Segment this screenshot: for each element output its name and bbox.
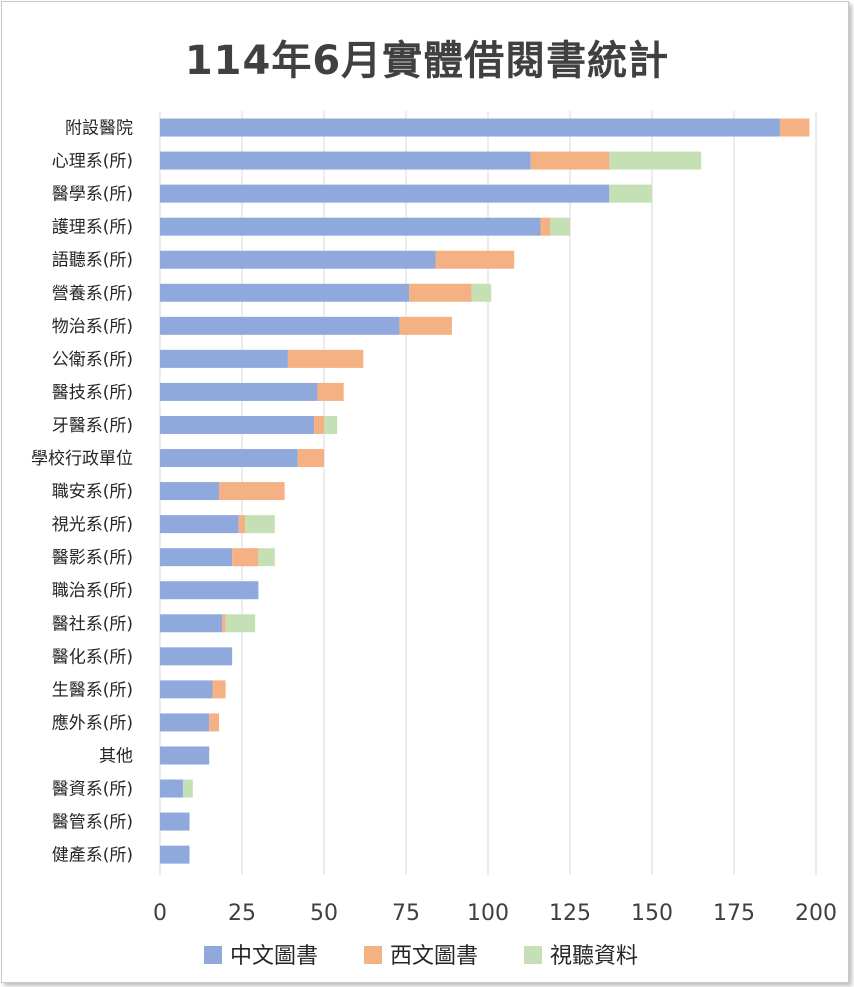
- legend-label: 西文圖書: [390, 944, 478, 969]
- bar-segment: [609, 151, 702, 170]
- bar-segment: [160, 548, 233, 567]
- category-label: 物治系(所): [52, 317, 133, 337]
- bar-segment: [314, 415, 324, 434]
- bar-segment: [209, 713, 220, 732]
- bar-segment: [160, 647, 233, 666]
- legend-swatch: [524, 946, 542, 964]
- bar-segment: [219, 482, 285, 501]
- category-label: 醫技系(所): [52, 383, 133, 403]
- category-label: 醫社系(所): [52, 614, 133, 634]
- bar-segment: [160, 118, 780, 137]
- bar-segment: [540, 217, 551, 236]
- bar-segment: [550, 217, 570, 236]
- x-tick-label: 50: [310, 901, 338, 926]
- bar-segment: [160, 250, 436, 269]
- category-label: 應外系(所): [52, 712, 133, 733]
- bar-segment: [160, 283, 410, 302]
- x-tick-label: 100: [467, 901, 509, 926]
- bar-segment: [160, 845, 190, 864]
- bar-segment: [160, 449, 298, 468]
- x-tick-label: 200: [795, 901, 837, 926]
- bar-segment: [160, 680, 213, 699]
- bar-segment: [530, 151, 610, 170]
- bar-segment: [297, 449, 324, 468]
- x-tick-label: 0: [153, 901, 167, 926]
- category-label: 牙醫系(所): [52, 416, 133, 436]
- bar-segment: [435, 250, 515, 269]
- bar-segment: [160, 812, 190, 831]
- bar-segment: [160, 349, 288, 368]
- bar-segment: [225, 614, 256, 633]
- bar-segment: [160, 151, 531, 170]
- bar-segment: [779, 118, 810, 137]
- category-label: 語聽系(所): [52, 251, 133, 271]
- bar-segment: [238, 515, 246, 534]
- bar-segment: [324, 415, 338, 434]
- category-label: 營養系(所): [52, 284, 133, 304]
- bar-segment: [160, 382, 318, 401]
- category-label: 護理系(所): [52, 218, 133, 238]
- bar-segment: [160, 614, 223, 633]
- bar-segment: [160, 515, 239, 534]
- bar-segment: [245, 515, 275, 534]
- bar-segment: [258, 548, 275, 567]
- chart-title: 114年6月實體借閱書統計: [184, 38, 670, 84]
- x-tick-label: 125: [549, 901, 591, 926]
- bar-segment: [212, 680, 226, 699]
- category-label: 醫管系(所): [52, 813, 133, 833]
- category-label: 附設醫院: [65, 119, 133, 139]
- bar-segment: [471, 283, 492, 302]
- legend-swatch: [364, 946, 382, 964]
- bar-segment: [287, 349, 364, 368]
- bar-segment: [160, 746, 210, 765]
- category-label: 視光系(所): [52, 515, 133, 535]
- x-tick-label: 25: [228, 901, 256, 926]
- category-label: 健產系(所): [52, 846, 133, 866]
- bar-segment: [160, 482, 220, 501]
- bar-segment: [409, 283, 472, 302]
- bar-segment: [399, 316, 452, 335]
- bar-segment: [160, 184, 610, 203]
- category-label: 醫學系(所): [52, 185, 133, 205]
- x-tick-label: 75: [392, 901, 420, 926]
- bar-segment: [160, 779, 183, 798]
- x-tick-label: 150: [631, 901, 673, 926]
- category-label: 職安系(所): [52, 482, 133, 502]
- bar-segment: [317, 382, 344, 401]
- x-tick-label: 175: [713, 901, 755, 926]
- category-label: 其他: [99, 746, 133, 766]
- category-label: 公衛系(所): [52, 350, 133, 370]
- bar-segment: [160, 217, 541, 236]
- bar-segment: [160, 713, 210, 732]
- category-label: 醫影系(所): [52, 548, 133, 568]
- bar-segment: [232, 548, 259, 567]
- bar-segment: [222, 614, 226, 633]
- bar-segment: [182, 779, 193, 798]
- legend-label: 視聽資料: [550, 944, 638, 969]
- category-label: 醫資系(所): [52, 780, 133, 800]
- category-label: 心理系(所): [52, 152, 133, 172]
- category-label: 醫化系(所): [52, 647, 133, 667]
- bar-segment: [160, 415, 315, 434]
- bar-segment: [160, 316, 400, 335]
- legend-label: 中文圖書: [230, 944, 318, 969]
- bar-segment: [609, 184, 652, 203]
- legend-swatch: [204, 946, 222, 964]
- bar-segment: [160, 581, 259, 600]
- category-label: 職治系(所): [52, 581, 133, 601]
- category-label: 生醫系(所): [52, 680, 133, 700]
- category-label: 學校行政單位: [31, 449, 133, 469]
